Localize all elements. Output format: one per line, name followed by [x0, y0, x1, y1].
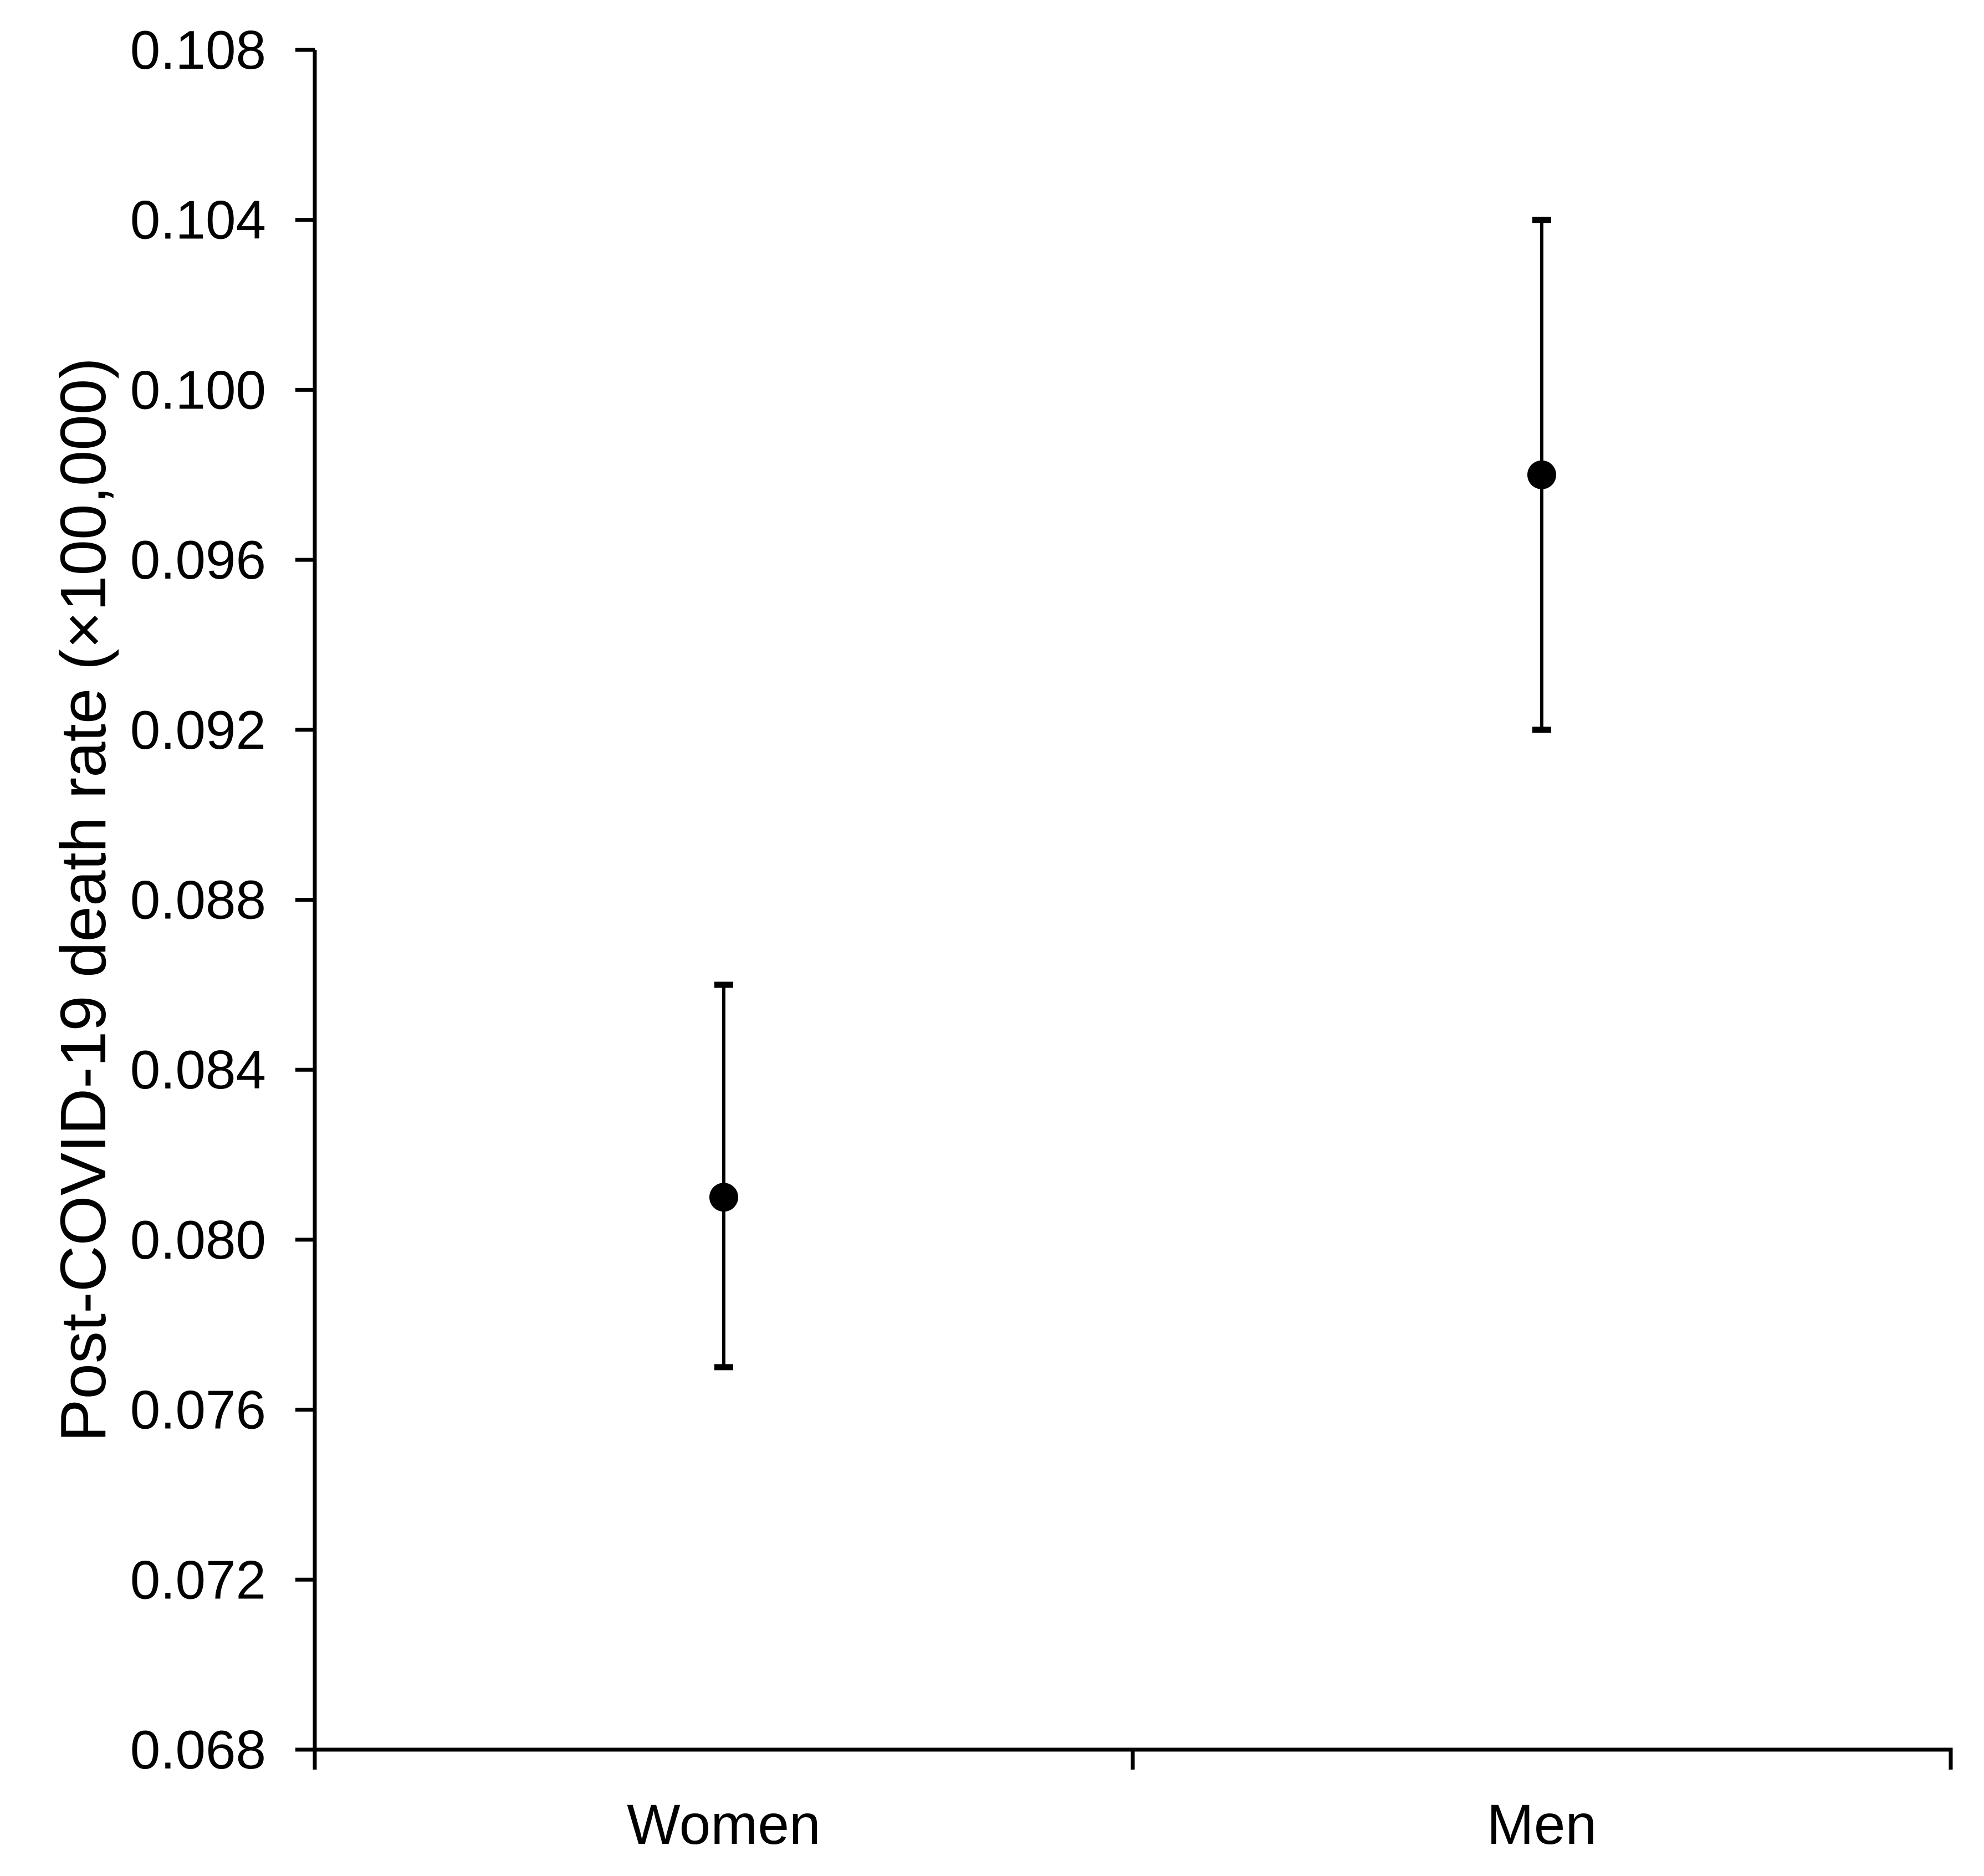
y-tick-label: 0.088	[130, 870, 266, 931]
data-point-marker	[1527, 460, 1556, 489]
y-tick-label: 0.100	[130, 359, 266, 420]
y-tick-label: 0.076	[130, 1379, 266, 1440]
y-tick-label: 0.104	[130, 190, 266, 251]
x-category-label: Women	[627, 1793, 821, 1856]
y-tick-label: 0.096	[130, 529, 266, 590]
y-axis-title: Post-COVID-19 death rate (×100,000)	[47, 357, 119, 1442]
y-tick-label: 0.072	[130, 1549, 266, 1610]
y-tick-label: 0.068	[130, 1719, 266, 1780]
data-point-marker	[709, 1183, 738, 1212]
y-tick-label: 0.084	[130, 1039, 266, 1100]
y-tick-label: 0.092	[130, 699, 266, 760]
y-tick-label: 0.080	[130, 1209, 266, 1270]
y-tick-label: 0.108	[130, 19, 266, 80]
x-category-label: Men	[1487, 1793, 1597, 1856]
